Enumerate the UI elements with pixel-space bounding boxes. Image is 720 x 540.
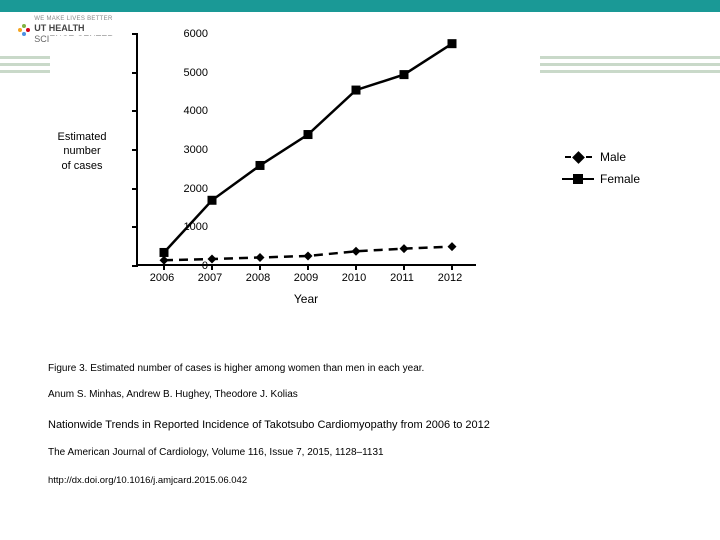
page: WE MAKE LIVES BETTER UT HEALTH SCIENCE C…: [0, 0, 720, 540]
x-tick: [211, 264, 213, 270]
y-tick: [132, 188, 138, 190]
figure-caption: Figure 3. Estimated number of cases is h…: [48, 362, 424, 376]
logo-name-1: UT HEALTH: [34, 23, 84, 33]
authors-caption: Anum S. Minhas, Andrew B. Hughey, Theodo…: [48, 388, 298, 402]
series-marker-male: [352, 247, 361, 256]
series-marker-male: [448, 242, 457, 251]
legend: Male Female: [560, 150, 640, 194]
y-axis-title: Estimated number of cases: [32, 130, 132, 173]
y-tick-label: 0: [168, 260, 208, 272]
y-tick-label: 6000: [168, 28, 208, 40]
legend-label: Male: [600, 150, 626, 164]
x-tick-label: 2006: [142, 272, 182, 284]
doi-caption: http://dx.doi.org/10.1016/j.amjcard.2015…: [48, 474, 247, 487]
logo-dots-icon: [18, 24, 30, 36]
y-tick-label: 1000: [168, 221, 208, 233]
series-marker-male: [256, 253, 265, 262]
series-marker-female: [400, 70, 409, 79]
series-marker-female: [304, 130, 313, 139]
series-marker-female: [256, 161, 265, 170]
y-tick: [132, 72, 138, 74]
legend-marker-icon: [560, 153, 596, 162]
series-marker-female: [160, 248, 169, 257]
journal-caption: The American Journal of Cardiology, Volu…: [48, 446, 384, 460]
y-tick: [132, 226, 138, 228]
y-tick: [132, 149, 138, 151]
x-tick-label: 2008: [238, 272, 278, 284]
legend-marker-icon: [560, 174, 596, 184]
y-tick-label: 2000: [168, 183, 208, 195]
series-marker-male: [304, 251, 313, 260]
plot-area: 0100020003000400050006000: [136, 34, 476, 266]
x-tick: [451, 264, 453, 270]
legend-label: Female: [600, 172, 640, 186]
y-tick-label: 3000: [168, 144, 208, 156]
x-tick-label: 2007: [190, 272, 230, 284]
x-tick: [403, 264, 405, 270]
y-axis-title-line: number: [32, 144, 132, 158]
x-tick-label: 2011: [382, 272, 422, 284]
series-marker-female: [448, 39, 457, 48]
y-tick: [132, 33, 138, 35]
x-tick-label: 2009: [286, 272, 326, 284]
x-tick: [259, 264, 261, 270]
line-chart: Estimated number of cases 01000200030004…: [58, 34, 498, 318]
x-tick: [163, 264, 165, 270]
legend-item-female: Female: [560, 172, 640, 186]
x-tick: [355, 264, 357, 270]
x-tick-label: 2010: [334, 272, 374, 284]
y-tick-label: 4000: [168, 105, 208, 117]
y-axis-title-line: of cases: [32, 159, 132, 173]
series-marker-male: [208, 255, 217, 264]
x-tick: [307, 264, 309, 270]
series-marker-female: [208, 196, 217, 205]
y-axis-title-line: Estimated: [32, 130, 132, 144]
y-tick: [132, 110, 138, 112]
x-axis-title: Year: [136, 292, 476, 306]
y-tick: [132, 265, 138, 267]
series-marker-female: [352, 86, 361, 95]
y-tick-label: 5000: [168, 67, 208, 79]
legend-item-male: Male: [560, 150, 640, 164]
top-color-bar: [0, 0, 720, 12]
logo-tagline: WE MAKE LIVES BETTER: [34, 16, 114, 23]
series-marker-male: [400, 244, 409, 253]
x-tick-label: 2012: [430, 272, 470, 284]
article-title-caption: Nationwide Trends in Reported Incidence …: [48, 418, 490, 433]
